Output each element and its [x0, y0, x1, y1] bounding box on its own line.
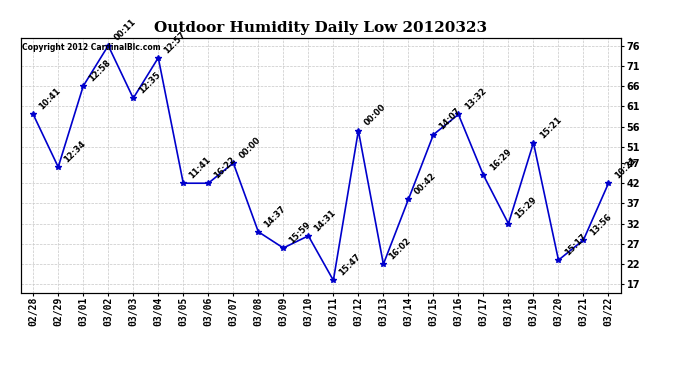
- Text: 00:42: 00:42: [413, 171, 437, 196]
- Text: 15:21: 15:21: [538, 115, 563, 140]
- Text: 12:34: 12:34: [62, 139, 88, 164]
- Text: 14:07: 14:07: [437, 106, 463, 132]
- Text: 12:57: 12:57: [162, 30, 188, 55]
- Text: 14:37: 14:37: [262, 204, 288, 229]
- Text: 12:35: 12:35: [137, 70, 163, 95]
- Text: 16:02: 16:02: [388, 236, 413, 261]
- Text: 13:56: 13:56: [588, 212, 613, 237]
- Title: Outdoor Humidity Daily Low 20120323: Outdoor Humidity Daily Low 20120323: [155, 21, 487, 35]
- Text: 10:41: 10:41: [37, 86, 63, 112]
- Text: 16:22: 16:22: [213, 155, 238, 180]
- Text: 15:59: 15:59: [288, 220, 313, 245]
- Text: 11:41: 11:41: [188, 155, 213, 180]
- Text: 15:29: 15:29: [513, 196, 538, 221]
- Text: 15:47: 15:47: [337, 252, 363, 278]
- Text: 13:32: 13:32: [462, 86, 488, 112]
- Text: 15:17: 15:17: [562, 232, 588, 257]
- Text: 00:00: 00:00: [237, 135, 262, 160]
- Text: 14:31: 14:31: [313, 208, 338, 233]
- Text: 00:11: 00:11: [112, 18, 137, 43]
- Text: Copyright 2012 CardinalBlc.com: Copyright 2012 CardinalBlc.com: [22, 43, 161, 52]
- Text: 00:00: 00:00: [362, 103, 388, 128]
- Text: 16:29: 16:29: [488, 147, 513, 172]
- Text: 12:58: 12:58: [88, 58, 112, 83]
- Text: 10:21: 10:21: [613, 155, 638, 180]
